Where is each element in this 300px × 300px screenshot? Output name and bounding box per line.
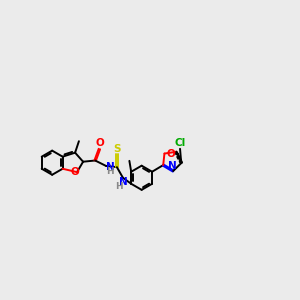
Text: H: H — [115, 182, 123, 190]
Text: O: O — [71, 167, 80, 177]
Text: O: O — [96, 138, 104, 148]
Text: H: H — [106, 167, 114, 176]
Text: Cl: Cl — [174, 138, 186, 148]
Text: N: N — [118, 177, 127, 187]
Text: N: N — [106, 162, 115, 172]
Text: N: N — [168, 161, 177, 171]
Text: S: S — [113, 144, 121, 154]
Text: O: O — [167, 149, 175, 159]
